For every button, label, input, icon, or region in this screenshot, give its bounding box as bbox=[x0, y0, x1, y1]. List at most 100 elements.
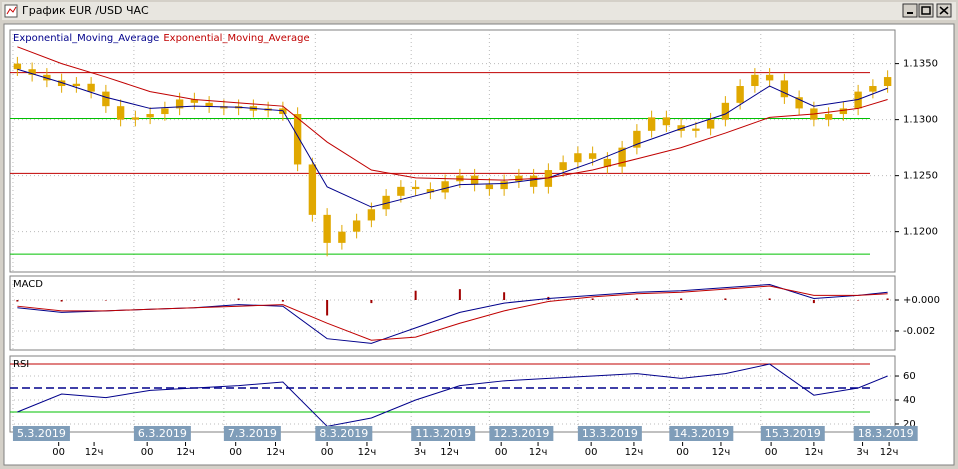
candle-body bbox=[190, 99, 199, 103]
candle-body bbox=[87, 83, 95, 92]
x-tick-label: 12ч bbox=[440, 447, 459, 458]
candle-body bbox=[839, 108, 848, 115]
histogram-bar bbox=[414, 290, 417, 300]
candle-body bbox=[515, 175, 523, 182]
x-tick-label: 3ч bbox=[856, 447, 868, 458]
histogram-bar bbox=[635, 298, 638, 300]
minimize-button[interactable] bbox=[902, 3, 918, 18]
y-tick-label: 1.1350 bbox=[903, 59, 938, 70]
y-tick-label: 1.1250 bbox=[903, 171, 938, 182]
close-glyph bbox=[939, 6, 949, 15]
candle-body bbox=[618, 147, 626, 167]
candle-body bbox=[544, 170, 553, 187]
candle-body bbox=[382, 195, 390, 210]
candle-body bbox=[161, 108, 169, 115]
x-tick-label: 00 bbox=[495, 447, 508, 458]
date-label: 8.3.2019 bbox=[315, 426, 373, 441]
x-tick-label: 00 bbox=[765, 447, 778, 458]
y-tick-label: 20 bbox=[903, 419, 916, 430]
candle-body bbox=[13, 63, 22, 70]
candle-body bbox=[500, 181, 508, 190]
y-tick-label: -0.002 bbox=[903, 326, 935, 337]
histogram-bar bbox=[281, 299, 284, 302]
candle-body bbox=[352, 220, 361, 232]
date-label: 18.3.2019 bbox=[853, 426, 918, 441]
histogram-bar bbox=[812, 299, 815, 304]
candle-body bbox=[116, 106, 125, 120]
date-label-box bbox=[133, 426, 191, 441]
histogram-bar bbox=[370, 299, 373, 304]
indicator-line bbox=[17, 363, 888, 427]
date-label: 5.3.2019 bbox=[12, 426, 70, 441]
y-tick-label: 60 bbox=[903, 371, 916, 382]
candle-body bbox=[574, 153, 582, 163]
candle-body bbox=[131, 117, 140, 120]
app-icon bbox=[4, 4, 18, 18]
date-label-text: 11.3.2019 bbox=[415, 427, 471, 440]
x-tick-label: 12ч bbox=[358, 447, 377, 458]
date-label-text: 5.3.2019 bbox=[17, 427, 66, 440]
date-label-text: 7.3.2019 bbox=[228, 427, 277, 440]
candle-body bbox=[426, 189, 435, 193]
candle-body bbox=[780, 80, 789, 98]
date-label-text: 18.3.2019 bbox=[858, 427, 914, 440]
legend-entry: Exponential_Moving_Average bbox=[163, 33, 309, 44]
candle-body bbox=[603, 158, 612, 167]
date-label-text: 6.3.2019 bbox=[138, 427, 187, 440]
indicator-line bbox=[17, 285, 888, 341]
candle-body bbox=[529, 175, 538, 187]
x-tick-label: 12ч bbox=[880, 447, 899, 458]
window-title: График EUR /USD ЧАС bbox=[22, 4, 149, 17]
candle-body bbox=[470, 175, 479, 185]
x-tick-label: 12ч bbox=[805, 447, 824, 458]
candle-body bbox=[397, 186, 405, 196]
candle-body bbox=[854, 91, 862, 109]
histogram-bar bbox=[149, 299, 152, 301]
candle-body bbox=[205, 102, 213, 107]
candle-body bbox=[411, 186, 420, 190]
histogram-bar bbox=[503, 292, 506, 300]
x-tick-label: 3ч bbox=[414, 447, 426, 458]
y-tick-label: 1.1200 bbox=[903, 227, 938, 238]
date-label-text: 13.3.2019 bbox=[582, 427, 638, 440]
candle-body bbox=[647, 117, 656, 131]
date-label-box bbox=[669, 426, 734, 441]
x-tick-label: 12ч bbox=[529, 447, 548, 458]
histogram-bar bbox=[104, 299, 107, 301]
maximize-button[interactable] bbox=[918, 3, 934, 18]
candle-body bbox=[736, 86, 744, 103]
histogram-bar bbox=[724, 298, 727, 300]
date-label-box bbox=[489, 426, 554, 441]
x-tick-label: 12ч bbox=[625, 447, 644, 458]
indicator-line bbox=[17, 68, 888, 208]
candle-body bbox=[441, 181, 449, 193]
histogram-bar bbox=[237, 298, 240, 300]
candle-body bbox=[338, 231, 346, 243]
candle-body bbox=[367, 209, 376, 221]
histogram-bar bbox=[60, 299, 63, 302]
date-label-text: 14.3.2019 bbox=[673, 427, 729, 440]
date-label-box bbox=[12, 426, 70, 441]
y-tick-label: 1.1300 bbox=[903, 115, 938, 126]
title-bar bbox=[2, 2, 956, 20]
x-tick-label: 00 bbox=[52, 447, 65, 458]
candle-body bbox=[692, 128, 700, 131]
histogram-bar bbox=[591, 298, 594, 300]
date-label-text: 12.3.2019 bbox=[493, 427, 549, 440]
histogram-bar bbox=[193, 299, 196, 301]
window-buttons[interactable] bbox=[902, 3, 952, 18]
maximize-glyph bbox=[921, 6, 931, 15]
date-label-box bbox=[760, 426, 825, 441]
candle-body bbox=[146, 114, 154, 118]
x-tick-label: 00 bbox=[676, 447, 689, 458]
date-label-text: 8.3.2019 bbox=[319, 427, 368, 440]
candle-body bbox=[795, 97, 803, 109]
candle-body bbox=[633, 130, 641, 148]
candle-body bbox=[456, 175, 464, 182]
y-tick-label: +0.000 bbox=[903, 295, 940, 306]
date-label-box bbox=[315, 426, 373, 441]
x-tick-label: 12ч bbox=[266, 447, 285, 458]
indicator-line bbox=[17, 46, 888, 181]
